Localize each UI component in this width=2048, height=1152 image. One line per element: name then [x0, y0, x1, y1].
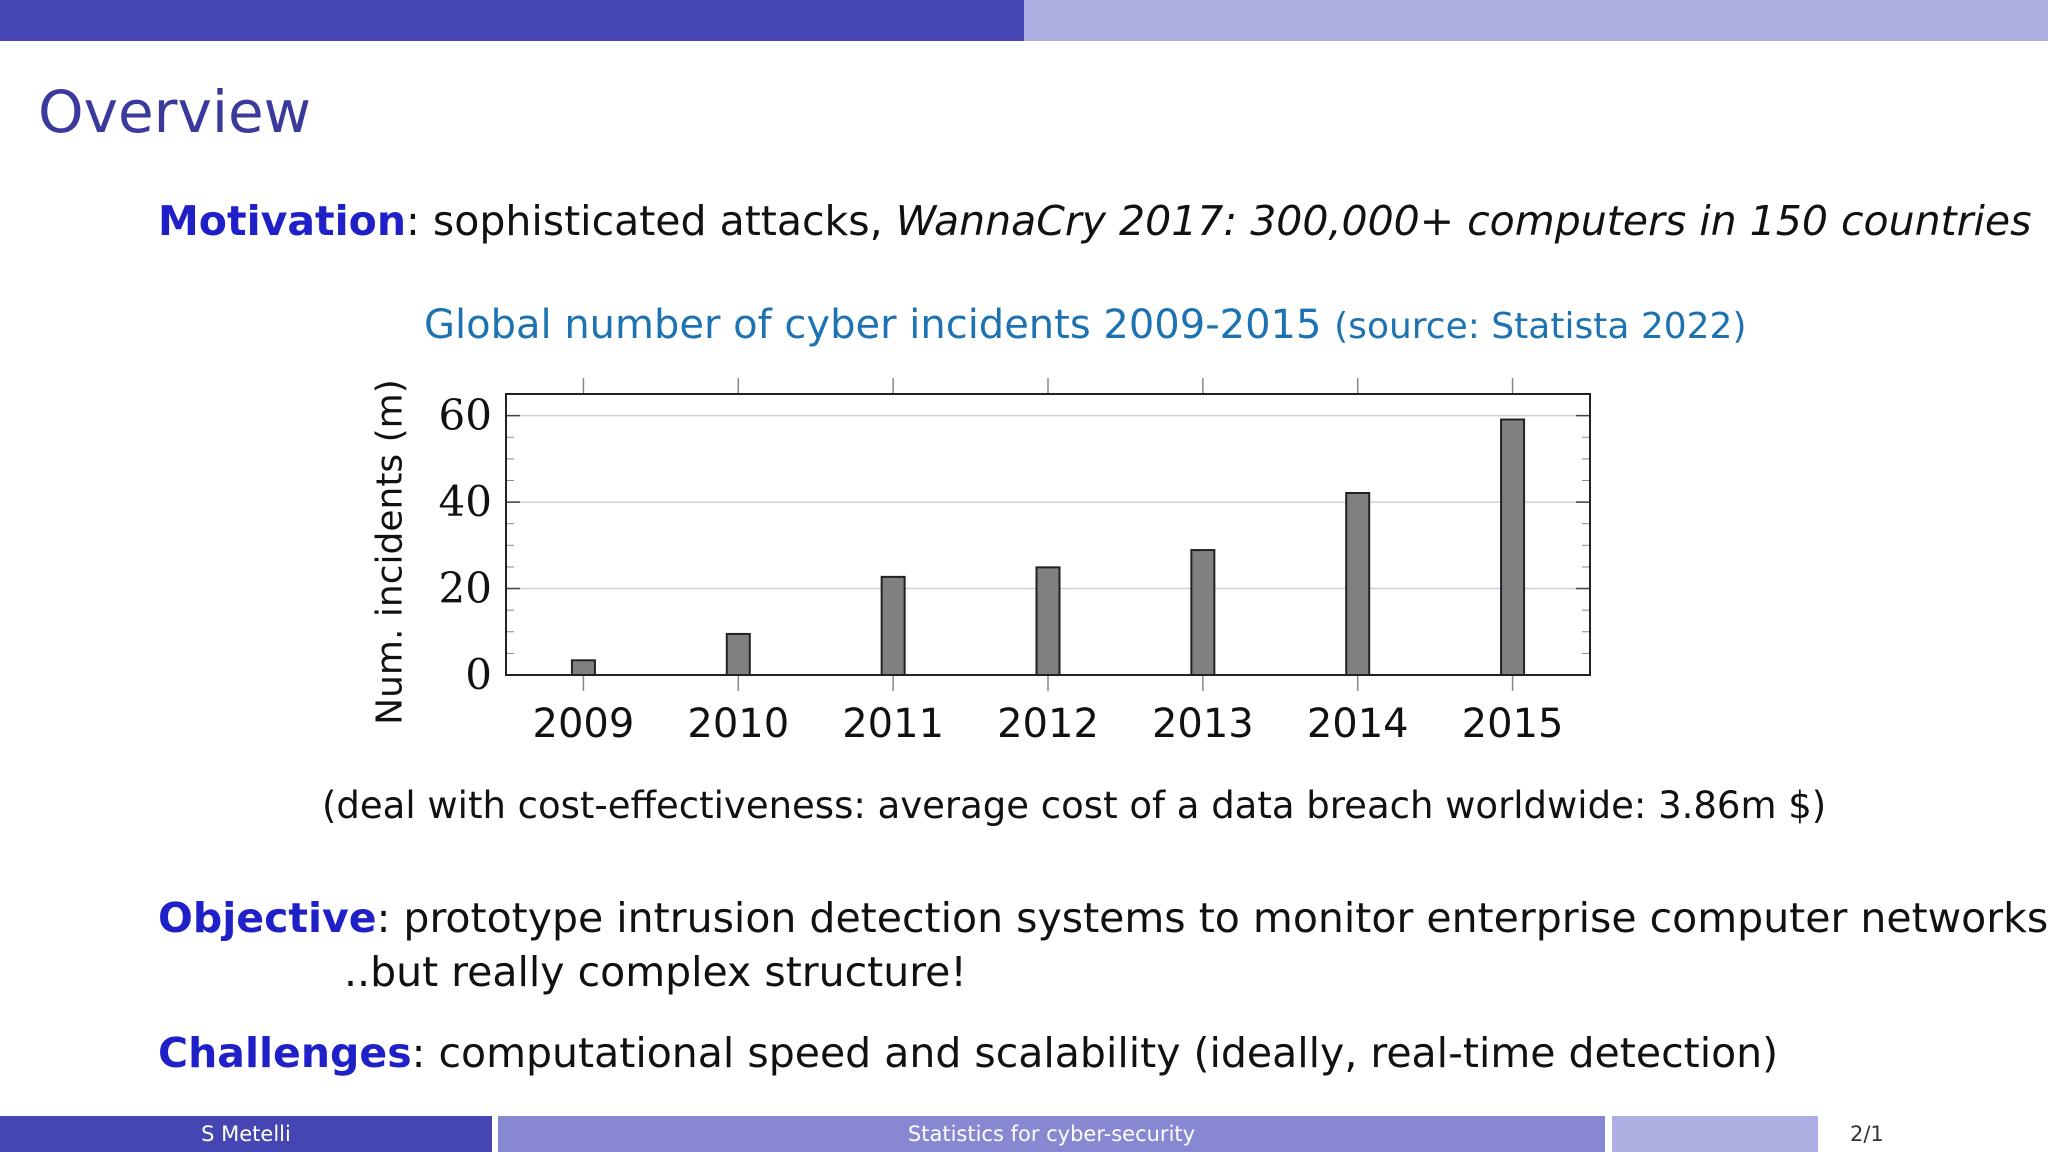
footer-course: Statistics for cyber-security: [498, 1116, 1605, 1152]
bar: [1500, 418, 1526, 677]
x-tick-label: 2015: [1462, 701, 1564, 747]
objective-sep: :: [376, 894, 391, 942]
motivation-emphasis: WannaCry 2017: 300,000+ computers in 150…: [895, 197, 2032, 245]
bar: [725, 632, 751, 677]
challenges-text: computational speed and scalability (ide…: [425, 1029, 1779, 1077]
bar: [880, 575, 906, 676]
x-tick-label: 2011: [842, 701, 944, 747]
cost-note: (deal with cost-effectiveness: average c…: [322, 784, 1827, 827]
challenges-label: Challenges: [158, 1029, 412, 1077]
footer-bar: S Metelli Statistics for cyber-security …: [0, 1116, 2048, 1152]
challenges-sep: :: [411, 1029, 426, 1077]
bar: [1035, 566, 1061, 677]
footer-author: S Metelli: [0, 1116, 492, 1152]
motivation-sep: :: [406, 197, 420, 245]
motivation-text: sophisticated attacks,: [419, 197, 896, 245]
chart-title: Global number of cyber incidents 2009-20…: [424, 302, 1747, 348]
motivation-line: Motivation: sophisticated attacks, Wanna…: [158, 197, 2031, 245]
x-tick-label: 2010: [687, 701, 789, 747]
x-tick-label: 2014: [1307, 701, 1409, 747]
objective-label: Objective: [158, 894, 377, 942]
challenges-line: Challenges: computational speed and scal…: [158, 1029, 1778, 1077]
footer-spacer: [1612, 1116, 1818, 1152]
bar: [1190, 549, 1216, 676]
x-tick-label: 2009: [533, 701, 635, 747]
x-tick-label: 2012: [997, 701, 1099, 747]
x-tick-label: 2013: [1152, 701, 1254, 747]
y-tick-label: 0: [465, 650, 492, 699]
plot-frame: [505, 393, 1591, 676]
objective-text: prototype intrusion detection systems to…: [390, 894, 2048, 942]
slide-title: Overview: [38, 78, 312, 146]
chart-source: (source: Statista 2022): [1334, 306, 1747, 347]
bar: [570, 659, 596, 676]
objective-continuation: ..but really complex structure!: [344, 948, 967, 996]
bar: [1345, 491, 1371, 677]
y-tick-label: 20: [439, 564, 492, 613]
chart-title-text: Global number of cyber incidents 2009-20…: [424, 302, 1322, 348]
top-bar-light-segment: [1024, 0, 2048, 41]
top-progress-bar: [0, 0, 2048, 41]
footer-page-number: 2/1: [1850, 1122, 1884, 1146]
motivation-label: Motivation: [158, 197, 407, 245]
y-tick-label: 40: [439, 477, 492, 526]
top-bar-dark-segment: [0, 0, 1024, 41]
y-tick-label: 60: [439, 391, 492, 440]
objective-line: Objective: prototype intrusion detection…: [158, 894, 2048, 942]
